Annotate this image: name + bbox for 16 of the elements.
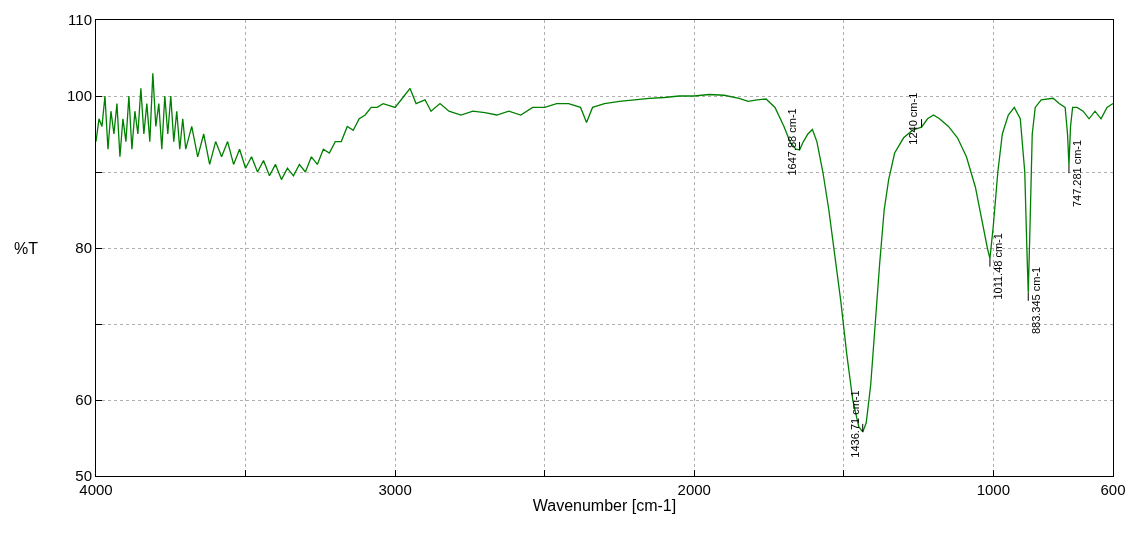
annotation: 747.281 cm-1 — [1070, 139, 1083, 208]
annotation: 883.345 cm-1 — [1030, 266, 1043, 335]
x-tick-label: 2000 — [677, 481, 711, 498]
x-tick-label: 1000 — [976, 481, 1011, 498]
y-tick-label: 80 — [75, 239, 92, 257]
annotation: 1011.48 cm-1 — [992, 233, 1005, 300]
y-axis-title: %T — [14, 240, 39, 257]
annotation: 1240 cm-1 — [907, 92, 920, 145]
y-tick-label: 100 — [66, 87, 92, 105]
annotation: 1436.71 cm-1 — [848, 390, 861, 458]
x-axis-title: Wavenumber [cm-1] — [532, 496, 677, 514]
annotation: 1647.88 cm-1 — [785, 108, 798, 176]
y-tick-label: 110 — [68, 11, 92, 29]
x-tick-label: 3000 — [378, 481, 412, 498]
y-tick-label: 60 — [75, 391, 92, 409]
x-tick-label: 600 — [1100, 481, 1126, 498]
